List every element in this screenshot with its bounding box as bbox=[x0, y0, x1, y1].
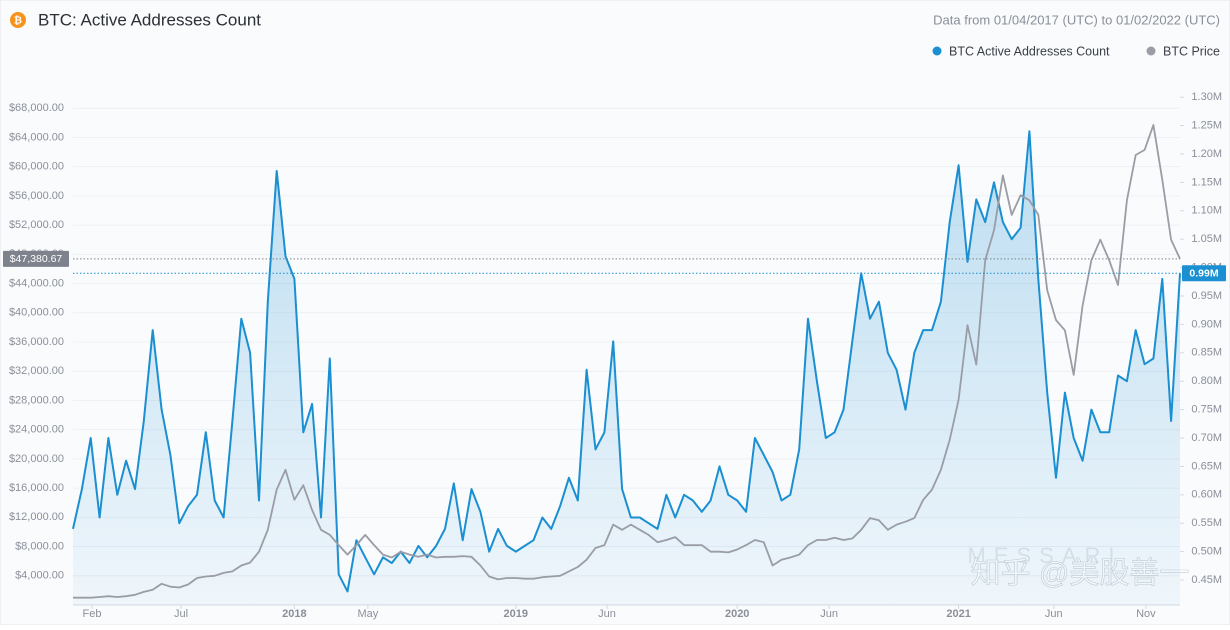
x-tick-label: Jun bbox=[1045, 608, 1063, 620]
series-area bbox=[73, 131, 1180, 606]
y-tick-label: $40,000.00 bbox=[9, 307, 64, 319]
y-tick-label: $20,000.00 bbox=[9, 453, 64, 465]
y2-tick-label: 1.10M bbox=[1191, 205, 1222, 217]
y-tick-label: $68,000.00 bbox=[9, 102, 64, 114]
x-tick-label: Jul bbox=[174, 608, 188, 620]
y-tick-label: $36,000.00 bbox=[9, 336, 64, 348]
crosshair-label: $47,380.67 bbox=[10, 253, 63, 265]
x-tick-label: 2020 bbox=[725, 608, 749, 620]
x-tick-label: 2021 bbox=[946, 608, 970, 620]
y2-tick-label: 1.05M bbox=[1191, 233, 1222, 245]
y-tick-label: $16,000.00 bbox=[9, 482, 64, 494]
y-tick-label: $8,000.00 bbox=[15, 540, 64, 552]
chart-subtitle: Data from 01/04/2017 (UTC) to 01/02/2022… bbox=[933, 12, 1220, 27]
y2-tick-label: 0.85M bbox=[1191, 347, 1222, 359]
x-tick-label: Jun bbox=[598, 608, 616, 620]
y-tick-label: $24,000.00 bbox=[9, 424, 64, 436]
legend-marker bbox=[1146, 46, 1156, 56]
y2-tick-label: 0.95M bbox=[1191, 290, 1222, 302]
x-tick-label: 2019 bbox=[504, 608, 528, 620]
y2-tick-label: 0.60M bbox=[1191, 489, 1222, 501]
y-tick-label: $28,000.00 bbox=[9, 394, 64, 406]
x-tick-label: Nov bbox=[1136, 608, 1156, 620]
y-tick-label: $56,000.00 bbox=[9, 190, 64, 202]
crosshair-label: 0.99M bbox=[1189, 268, 1218, 280]
bitcoin-icon bbox=[10, 12, 26, 28]
crosshair-box bbox=[3, 250, 69, 267]
y2-tick-label: 0.90M bbox=[1191, 318, 1222, 330]
y-tick-label: $12,000.00 bbox=[9, 511, 64, 523]
y-tick-label: $44,000.00 bbox=[9, 277, 64, 289]
y2-tick-label: 1.20M bbox=[1191, 148, 1222, 160]
x-tick-label: May bbox=[358, 608, 379, 620]
series-line bbox=[73, 124, 1181, 599]
y-tick-label: $52,000.00 bbox=[9, 219, 64, 231]
legend-marker bbox=[932, 46, 942, 56]
x-tick-label: Feb bbox=[83, 608, 102, 620]
x-tick-label: 2018 bbox=[282, 608, 306, 620]
x-tick-label: Jun bbox=[820, 608, 838, 620]
chart-title: BTC: Active Addresses Count bbox=[38, 10, 261, 29]
y2-tick-label: 0.80M bbox=[1191, 375, 1222, 387]
y2-tick-label: 1.25M bbox=[1191, 119, 1222, 131]
y-tick-label: $64,000.00 bbox=[9, 131, 64, 143]
y-tick-label: $32,000.00 bbox=[9, 365, 64, 377]
y2-tick-label: 0.50M bbox=[1191, 546, 1222, 558]
y2-tick-label: 0.75M bbox=[1191, 404, 1222, 416]
bitcoin-symbol: ₿ bbox=[14, 15, 22, 27]
series-line bbox=[72, 130, 1181, 593]
legend-label: BTC Active Addresses Count bbox=[949, 44, 1110, 58]
y2-tick-label: 1.15M bbox=[1191, 176, 1222, 188]
y2-tick-label: 1.30M bbox=[1191, 91, 1222, 103]
crosshair-box bbox=[1182, 265, 1226, 282]
y2-tick-label: 0.45M bbox=[1191, 574, 1222, 586]
y2-tick-label: 0.65M bbox=[1191, 460, 1222, 472]
y2-tick-label: 0.55M bbox=[1191, 517, 1222, 529]
legend-label: BTC Price bbox=[1163, 44, 1220, 58]
y-tick-label: $4,000.00 bbox=[15, 570, 64, 582]
y2-tick-label: 0.70M bbox=[1191, 432, 1222, 444]
y-tick-label: $60,000.00 bbox=[9, 161, 64, 173]
